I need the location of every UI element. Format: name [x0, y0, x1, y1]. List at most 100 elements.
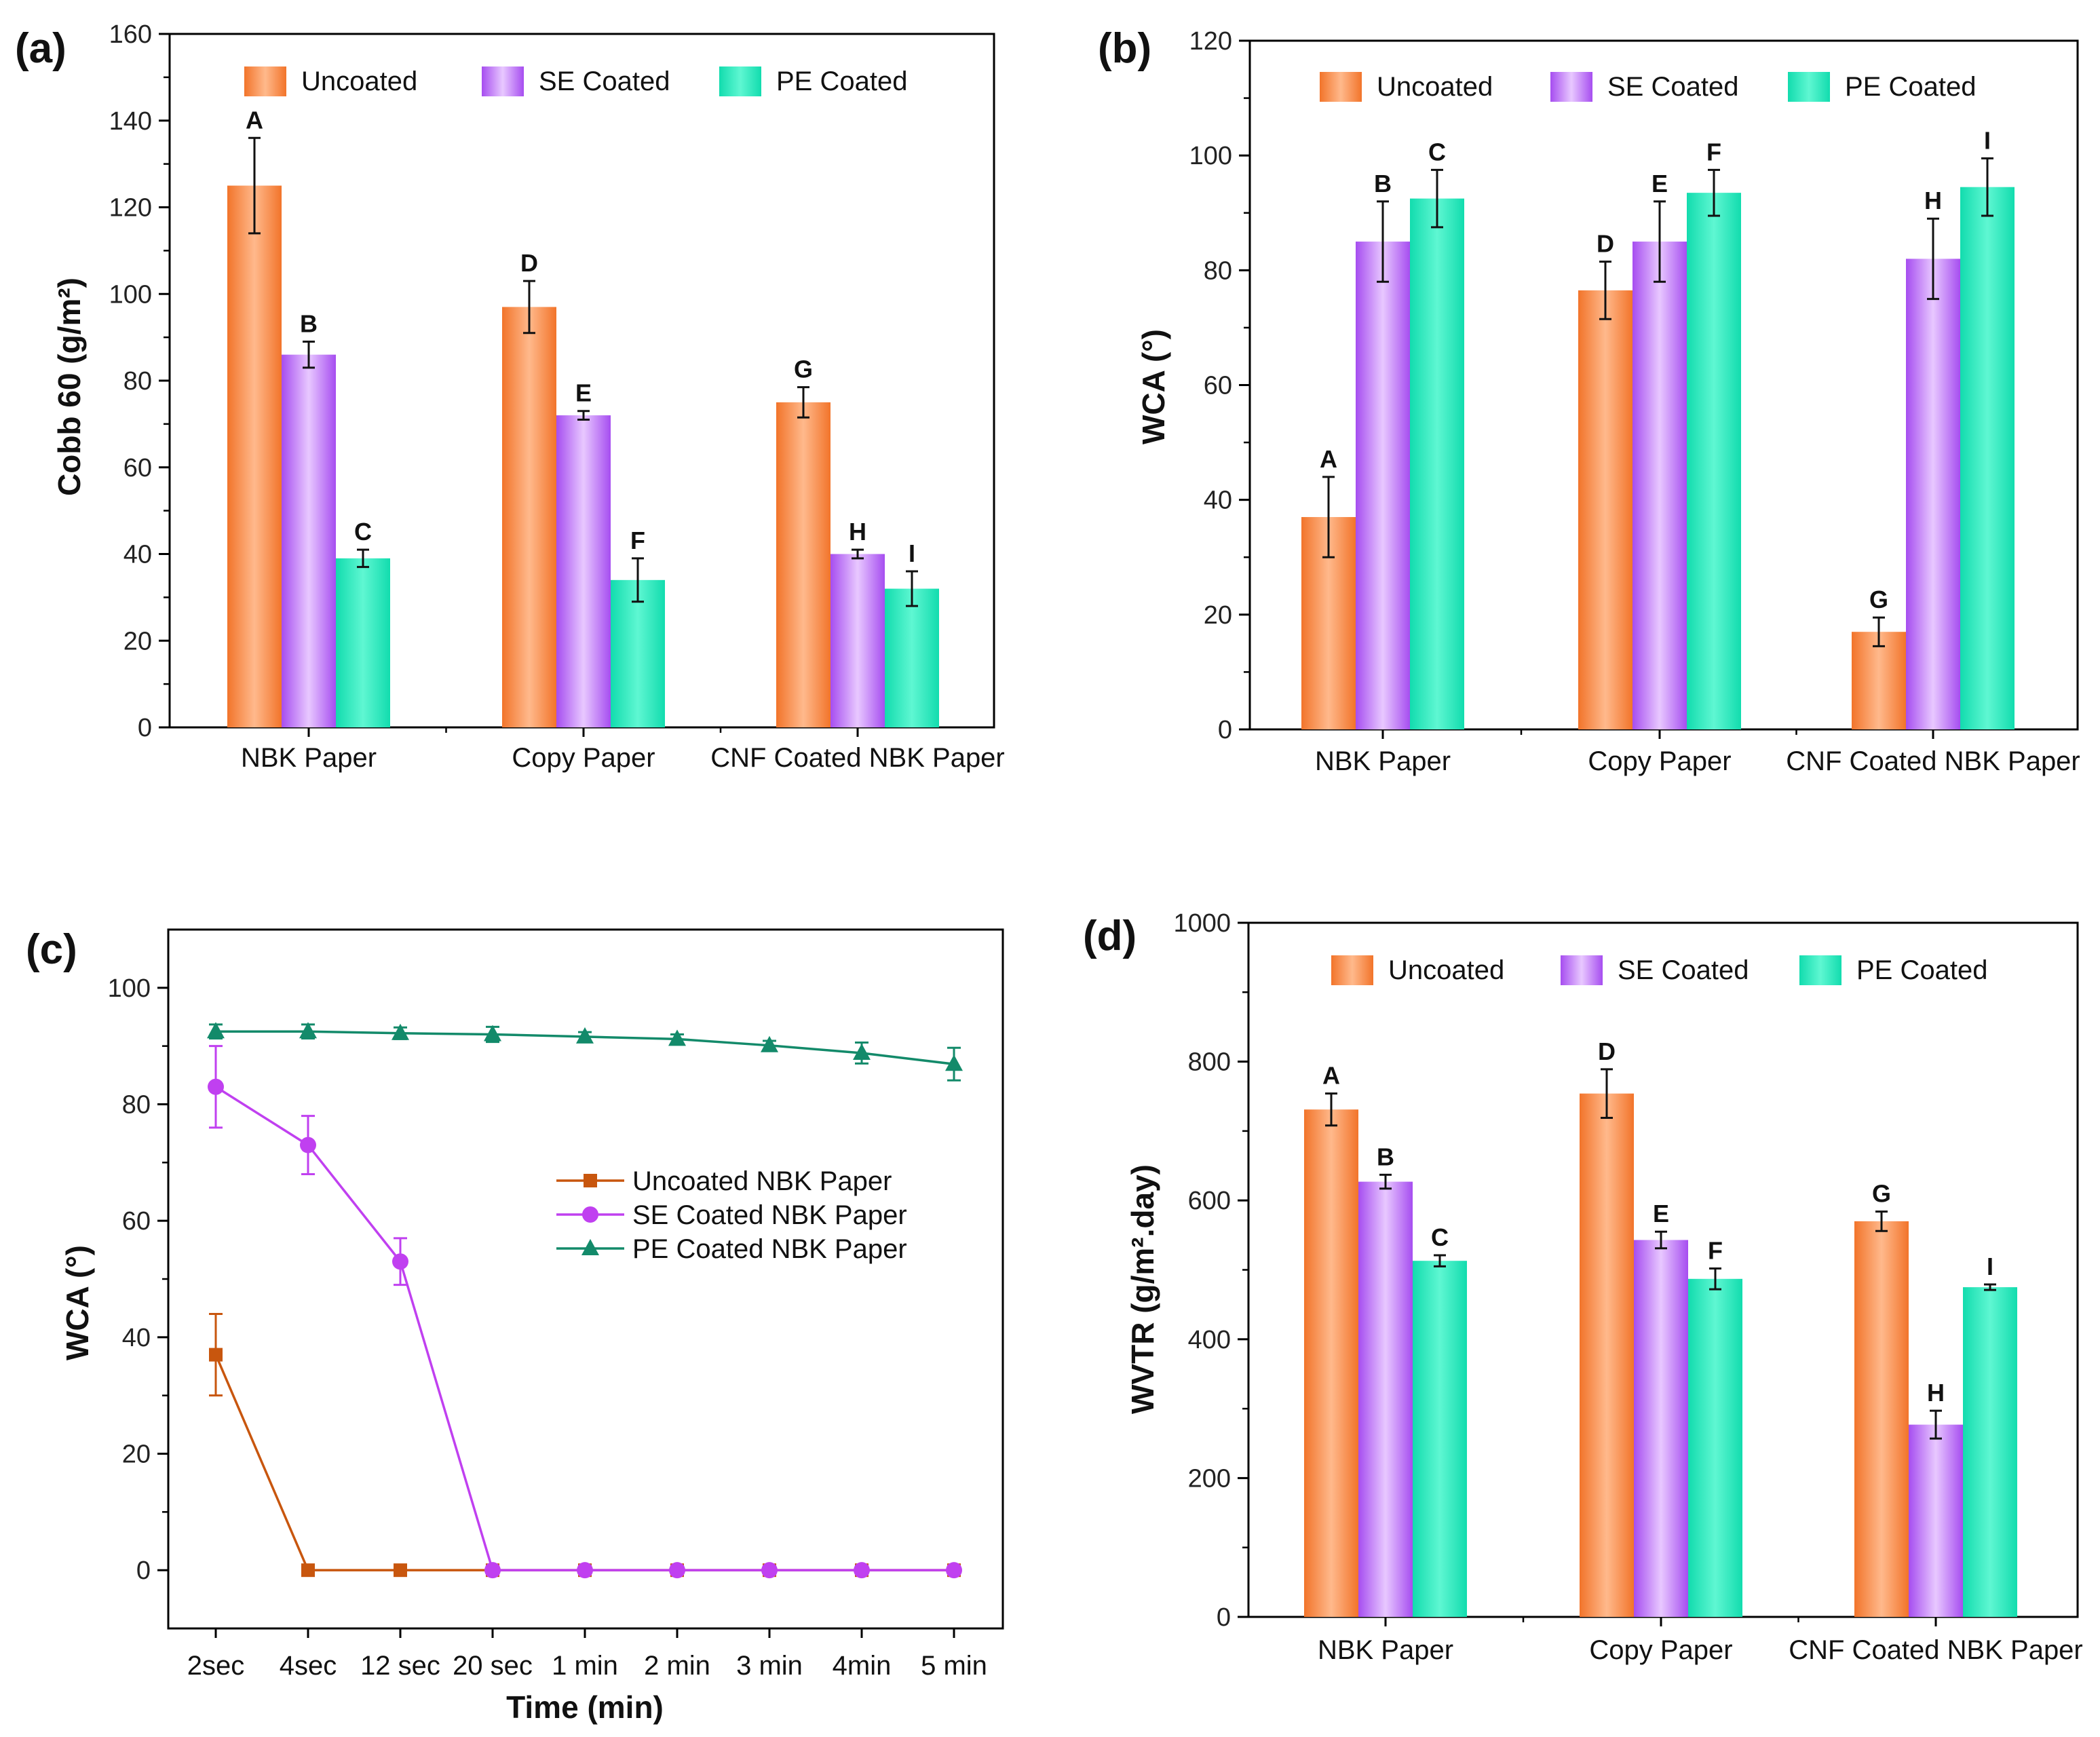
legend-label: Uncoated: [301, 66, 417, 96]
bar-pe-coated: [885, 588, 939, 727]
y-tick-label: 40: [123, 541, 152, 569]
x-category-label: NBK Paper: [241, 743, 377, 773]
legend-swatch: [1320, 72, 1362, 102]
x-category-label: CNF Coated NBK Paper: [710, 743, 1005, 773]
significance-letter: B: [1377, 1143, 1394, 1170]
y-tick-label: 100: [109, 280, 152, 309]
panel-d-chart: 0 200 400 600 800 1000 NBK Paper Copy Paper CNF …: [1173, 909, 2082, 1665]
panel-label-b: (b): [1098, 25, 1151, 72]
data-point: [576, 1027, 594, 1044]
bar-uncoated: [1304, 1109, 1358, 1617]
y-tick-label: 160: [109, 20, 152, 49]
significance-letter: G: [794, 356, 813, 383]
bar-uncoated: [227, 185, 282, 727]
data-point: [207, 1022, 225, 1039]
data-point: [299, 1022, 317, 1039]
y-tick-label: 0: [1217, 1603, 1231, 1632]
legend-label: Uncoated: [1377, 72, 1493, 102]
data-point: [946, 1562, 962, 1579]
panel-b-chart: 0 20 40 60 80 100 120 NBK Paper Copy Paper CNF Co…: [1189, 27, 2080, 776]
bar-uncoated: [1578, 290, 1633, 729]
bar-pe-coated: [1688, 1278, 1742, 1617]
significance-letter: F: [630, 527, 645, 554]
legend-label: PE Coated: [1845, 72, 1976, 102]
significance-letter: H: [849, 518, 866, 546]
data-point: [300, 1137, 316, 1153]
bar-se-coated: [556, 415, 611, 727]
x-category-label: Copy Paper: [1589, 1635, 1732, 1665]
significance-letter: I: [1987, 1253, 1993, 1280]
bar-se-coated: [282, 354, 336, 727]
data-point: [668, 1029, 686, 1046]
significance-letter: A: [1322, 1062, 1340, 1090]
legend-swatch: [244, 66, 286, 96]
x-category-label: NBK Paper: [1318, 1635, 1453, 1665]
bar-se-coated: [1909, 1424, 1963, 1617]
data-point: [484, 1025, 501, 1042]
data-point: [669, 1562, 685, 1579]
significance-letter: C: [354, 518, 372, 546]
bar-pe-coated: [1960, 187, 2015, 729]
y-tick-label: 80: [122, 1091, 151, 1120]
panel-a-chart: 0 20 40 60 80 100 120 140 160 NBK Paper Copy Paper…: [109, 20, 1005, 773]
significance-letter: F: [1708, 1236, 1723, 1264]
x-category-label: NBK Paper: [1315, 746, 1451, 776]
legend-marker: [582, 1206, 598, 1223]
legend-label: Uncoated NBK Paper: [632, 1166, 892, 1196]
y-tick-label: 60: [122, 1207, 151, 1236]
significance-letter: E: [1653, 1200, 1669, 1227]
y-tick-label: 800: [1188, 1048, 1231, 1077]
bar-pe-coated: [611, 579, 665, 727]
legend-label: Uncoated: [1388, 955, 1504, 985]
data-point: [392, 1253, 408, 1270]
bar-uncoated: [502, 307, 556, 728]
x-category-label: 4sec: [280, 1651, 337, 1681]
y-tick-label: 80: [1204, 256, 1232, 285]
x-category-label: 2 min: [644, 1651, 710, 1681]
bar-se-coated: [1358, 1181, 1413, 1617]
significance-letter: H: [1927, 1379, 1945, 1407]
series-line: [214, 1354, 954, 1571]
x-category-label: Copy Paper: [1588, 746, 1731, 776]
data-point: [577, 1562, 593, 1579]
significance-letter: D: [520, 249, 538, 277]
significance-letter: E: [1652, 170, 1668, 197]
panel-label-c: (c): [26, 926, 77, 973]
x-category-label: CNF Coated NBK Paper: [1789, 1635, 2083, 1665]
y-tick-label: 600: [1188, 1187, 1231, 1215]
data-point: [853, 1043, 871, 1060]
significance-letter: B: [300, 310, 318, 338]
legend-label: PE Coated: [776, 66, 907, 96]
y-tick-label: 0: [136, 1557, 151, 1585]
legend-label: SE Coated: [1618, 955, 1749, 985]
y-tick-label: 120: [1189, 27, 1232, 56]
data-point: [392, 1023, 409, 1040]
panel-c-xlabel: Time (min): [506, 1690, 664, 1725]
y-tick-label: 100: [1189, 142, 1232, 170]
significance-letter: D: [1597, 230, 1614, 258]
legend-swatch: [1550, 72, 1592, 102]
y-tick-label: 400: [1188, 1326, 1231, 1354]
bar-uncoated: [1854, 1221, 1909, 1617]
legend-swatch: [1799, 955, 1841, 985]
y-tick-label: 60: [1204, 372, 1232, 400]
legend-swatch: [1788, 72, 1830, 102]
significance-letter: E: [575, 379, 592, 407]
data-point: [209, 1348, 223, 1362]
bar-se-coated: [1906, 259, 1960, 730]
y-tick-label: 20: [122, 1440, 151, 1469]
significance-letter: A: [1320, 445, 1337, 473]
data-point: [761, 1562, 778, 1579]
y-tick-label: 20: [123, 627, 152, 655]
significance-letter: H: [1924, 187, 1942, 214]
x-category-label: 12 sec: [360, 1651, 440, 1681]
x-category-label: 2sec: [187, 1651, 245, 1681]
panel-label-a: (a): [15, 25, 66, 72]
panel-a-ylabel: Cobb 60 (g/m²): [52, 278, 87, 496]
significance-letter: G: [1872, 1180, 1891, 1208]
x-category-label: 3 min: [736, 1651, 803, 1681]
legend-label: SE Coated: [1607, 72, 1738, 102]
y-tick-label: 100: [108, 974, 151, 1003]
panel-c-ylabel: WCA (°): [60, 1245, 95, 1360]
data-point: [761, 1035, 778, 1052]
